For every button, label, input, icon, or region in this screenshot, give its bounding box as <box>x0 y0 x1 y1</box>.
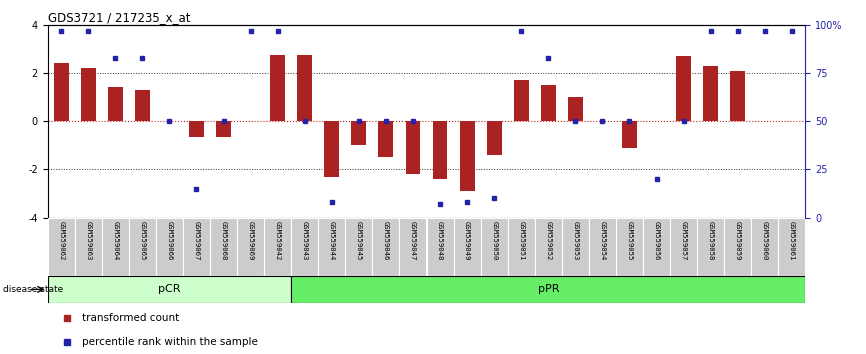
Bar <box>405 121 420 174</box>
Bar <box>81 68 95 121</box>
Bar <box>297 55 312 121</box>
Text: GSM559056: GSM559056 <box>654 221 660 261</box>
Text: GSM559054: GSM559054 <box>599 221 605 261</box>
Bar <box>216 121 231 137</box>
Bar <box>568 97 583 121</box>
Text: GSM559069: GSM559069 <box>248 221 254 261</box>
Text: transformed count: transformed count <box>81 313 179 323</box>
Text: GSM559068: GSM559068 <box>221 221 227 261</box>
Bar <box>54 63 68 121</box>
Bar <box>589 218 616 275</box>
Bar <box>189 121 204 137</box>
Text: GSM559053: GSM559053 <box>572 221 578 261</box>
Bar <box>319 218 346 275</box>
Bar <box>622 121 637 148</box>
Text: GSM559051: GSM559051 <box>518 221 524 261</box>
Text: GSM559066: GSM559066 <box>166 221 172 261</box>
Bar <box>535 218 562 275</box>
Text: pCR: pCR <box>158 284 181 295</box>
Bar <box>264 218 291 275</box>
Bar <box>724 218 751 275</box>
Bar <box>676 56 691 121</box>
Bar <box>237 218 264 275</box>
Bar <box>325 121 339 177</box>
Bar <box>730 70 745 121</box>
Bar <box>378 121 393 158</box>
Text: GSM559043: GSM559043 <box>301 221 307 261</box>
Bar <box>616 218 643 275</box>
Bar <box>291 218 318 275</box>
Bar <box>156 218 183 275</box>
Text: GSM559067: GSM559067 <box>193 221 199 261</box>
Bar <box>183 218 210 275</box>
Bar <box>346 218 372 275</box>
Text: GSM559058: GSM559058 <box>708 221 714 261</box>
Text: GSM559044: GSM559044 <box>329 221 335 261</box>
Bar <box>507 218 534 275</box>
Bar <box>481 218 507 275</box>
Bar <box>270 55 285 121</box>
Text: GSM559048: GSM559048 <box>437 221 443 261</box>
Bar <box>541 85 556 121</box>
Bar <box>562 218 589 275</box>
Text: GSM559064: GSM559064 <box>113 221 119 261</box>
Text: GSM559050: GSM559050 <box>491 221 497 261</box>
Text: GSM559060: GSM559060 <box>762 221 768 261</box>
Bar <box>48 276 291 303</box>
Bar <box>108 87 123 121</box>
Text: GSM559057: GSM559057 <box>681 221 687 261</box>
Bar <box>48 218 74 275</box>
Text: GSM559046: GSM559046 <box>383 221 389 261</box>
Bar <box>460 121 475 191</box>
Bar <box>74 218 101 275</box>
Text: GSM559059: GSM559059 <box>734 221 740 261</box>
Bar <box>399 218 426 275</box>
Text: GSM559062: GSM559062 <box>58 221 64 261</box>
Bar <box>752 218 779 275</box>
Bar <box>210 218 237 275</box>
Text: GSM559049: GSM559049 <box>464 221 470 261</box>
Text: GSM559042: GSM559042 <box>275 221 281 261</box>
Text: GSM559045: GSM559045 <box>356 221 362 261</box>
Text: GSM559065: GSM559065 <box>139 221 145 261</box>
Bar <box>514 80 528 121</box>
Bar <box>643 218 670 275</box>
Bar <box>779 218 805 275</box>
Bar <box>454 218 481 275</box>
Text: GDS3721 / 217235_x_at: GDS3721 / 217235_x_at <box>48 11 191 24</box>
Text: GSM559055: GSM559055 <box>626 221 632 261</box>
Text: GSM559061: GSM559061 <box>789 221 795 261</box>
Bar <box>487 121 501 155</box>
Text: GSM559052: GSM559052 <box>546 221 552 261</box>
Bar <box>129 218 156 275</box>
Bar <box>703 66 718 121</box>
Bar <box>433 121 448 179</box>
Text: pPR: pPR <box>538 284 559 295</box>
Text: GSM559063: GSM559063 <box>85 221 91 261</box>
Bar <box>372 218 399 275</box>
Bar <box>291 276 805 303</box>
Bar <box>670 218 697 275</box>
Bar <box>427 218 454 275</box>
Bar <box>135 90 150 121</box>
Bar <box>352 121 366 145</box>
Bar <box>102 218 129 275</box>
Bar <box>697 218 724 275</box>
Text: disease state: disease state <box>3 285 63 294</box>
Text: percentile rank within the sample: percentile rank within the sample <box>81 337 257 347</box>
Text: GSM559047: GSM559047 <box>410 221 416 261</box>
